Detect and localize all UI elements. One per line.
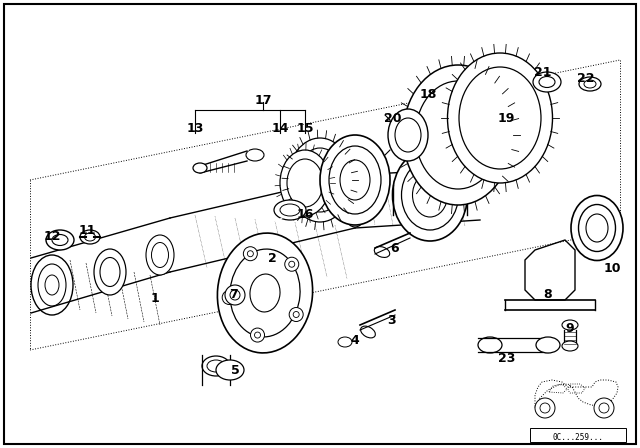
Ellipse shape (395, 118, 421, 152)
Text: 3: 3 (388, 314, 396, 327)
Ellipse shape (80, 230, 100, 244)
Ellipse shape (579, 204, 616, 251)
Ellipse shape (562, 341, 578, 351)
Ellipse shape (447, 53, 552, 183)
Ellipse shape (539, 77, 555, 87)
Ellipse shape (392, 149, 467, 241)
Text: 17: 17 (254, 94, 272, 107)
Ellipse shape (374, 246, 390, 258)
Ellipse shape (415, 81, 500, 189)
Ellipse shape (341, 173, 369, 227)
Ellipse shape (413, 173, 447, 217)
Circle shape (230, 290, 240, 300)
Ellipse shape (536, 337, 560, 353)
Ellipse shape (146, 235, 174, 275)
Ellipse shape (218, 233, 312, 353)
Circle shape (540, 403, 550, 413)
Text: 12: 12 (44, 231, 61, 244)
Ellipse shape (320, 135, 390, 225)
Ellipse shape (338, 337, 352, 347)
Ellipse shape (401, 160, 458, 230)
Ellipse shape (207, 360, 225, 372)
Circle shape (289, 261, 295, 267)
Text: 7: 7 (228, 289, 237, 302)
Ellipse shape (346, 182, 364, 218)
Text: 1: 1 (150, 292, 159, 305)
Ellipse shape (216, 360, 244, 380)
Ellipse shape (584, 80, 596, 88)
Ellipse shape (230, 249, 300, 337)
Circle shape (243, 247, 257, 261)
Text: 15: 15 (296, 121, 314, 134)
Ellipse shape (459, 67, 541, 169)
Text: 14: 14 (271, 121, 289, 134)
Text: 4: 4 (351, 333, 360, 346)
Circle shape (225, 285, 245, 305)
Ellipse shape (193, 163, 207, 173)
Ellipse shape (246, 149, 264, 161)
Ellipse shape (280, 204, 300, 216)
Circle shape (222, 290, 236, 305)
Ellipse shape (45, 275, 59, 295)
Text: 10: 10 (604, 262, 621, 275)
Circle shape (535, 398, 555, 418)
Ellipse shape (46, 230, 74, 250)
Ellipse shape (562, 320, 578, 330)
Ellipse shape (31, 255, 73, 315)
Ellipse shape (152, 242, 168, 267)
Ellipse shape (478, 337, 502, 353)
Text: 8: 8 (544, 289, 552, 302)
Ellipse shape (38, 264, 66, 306)
Text: 6: 6 (390, 241, 399, 254)
Ellipse shape (280, 150, 330, 216)
Text: 20: 20 (384, 112, 402, 125)
Text: 2: 2 (268, 251, 276, 264)
Ellipse shape (533, 72, 561, 92)
Circle shape (293, 311, 299, 318)
Text: 0C...259...: 0C...259... (552, 434, 604, 443)
Circle shape (255, 332, 260, 338)
Ellipse shape (100, 258, 120, 287)
Ellipse shape (250, 274, 280, 312)
Circle shape (250, 328, 264, 342)
Circle shape (226, 294, 232, 301)
Ellipse shape (84, 233, 95, 241)
Ellipse shape (94, 249, 126, 295)
Text: 21: 21 (534, 65, 552, 78)
Ellipse shape (340, 160, 370, 200)
Ellipse shape (579, 77, 601, 91)
Bar (530, 428, 626, 442)
Ellipse shape (52, 234, 68, 246)
Ellipse shape (329, 146, 381, 214)
Text: 5: 5 (230, 363, 239, 376)
Circle shape (594, 398, 614, 418)
Text: 13: 13 (186, 121, 204, 134)
Ellipse shape (296, 148, 344, 212)
Ellipse shape (287, 159, 323, 207)
Text: 11: 11 (78, 224, 96, 237)
Ellipse shape (403, 65, 513, 205)
Text: 16: 16 (296, 208, 314, 221)
Ellipse shape (571, 195, 623, 260)
Ellipse shape (274, 200, 306, 220)
Text: 23: 23 (499, 352, 516, 365)
Circle shape (289, 307, 303, 322)
Circle shape (247, 251, 253, 257)
Circle shape (599, 403, 609, 413)
Circle shape (285, 257, 299, 271)
Text: 19: 19 (497, 112, 515, 125)
Text: 18: 18 (419, 89, 436, 102)
Ellipse shape (202, 356, 230, 376)
Ellipse shape (388, 109, 428, 161)
Ellipse shape (307, 163, 333, 197)
Ellipse shape (360, 326, 376, 338)
Text: 9: 9 (566, 322, 574, 335)
Ellipse shape (288, 138, 352, 222)
Ellipse shape (586, 214, 608, 242)
Text: 22: 22 (577, 72, 595, 85)
